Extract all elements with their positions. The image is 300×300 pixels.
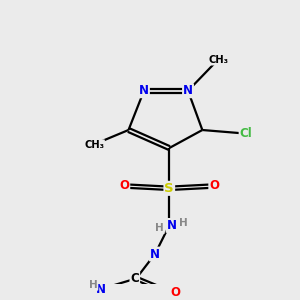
Text: H: H bbox=[89, 280, 98, 290]
Text: S: S bbox=[164, 182, 174, 195]
Text: N: N bbox=[183, 84, 193, 97]
Text: N: N bbox=[139, 84, 149, 97]
Text: Cl: Cl bbox=[240, 127, 252, 140]
Text: C: C bbox=[130, 272, 139, 285]
Text: O: O bbox=[170, 286, 180, 299]
Text: N: N bbox=[96, 283, 106, 296]
Text: CH₃: CH₃ bbox=[84, 140, 104, 150]
Text: CH₃: CH₃ bbox=[208, 55, 228, 65]
Text: N: N bbox=[167, 219, 176, 232]
Text: H: H bbox=[155, 223, 164, 233]
Text: H: H bbox=[179, 218, 188, 228]
Text: N: N bbox=[150, 248, 160, 261]
Text: O: O bbox=[209, 179, 219, 192]
Text: O: O bbox=[119, 179, 129, 192]
